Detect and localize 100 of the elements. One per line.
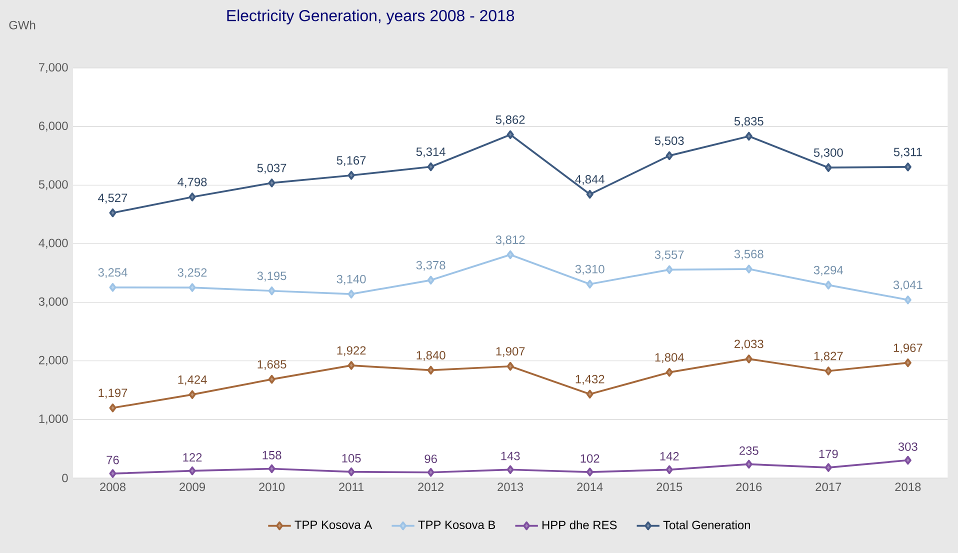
data-label: 4,844	[575, 175, 604, 185]
point	[586, 468, 594, 476]
point	[109, 208, 116, 218]
data-label: 5,037	[257, 164, 286, 174]
point	[824, 463, 832, 472]
data-label: 4,798	[178, 178, 207, 188]
y-tick-label: 1,000	[39, 414, 68, 424]
point	[506, 130, 514, 140]
data-label: 5,503	[654, 136, 684, 146]
data-label: 3,254	[98, 268, 128, 278]
point	[586, 390, 594, 399]
point	[506, 250, 514, 260]
y-tick-label: 0	[62, 474, 68, 482]
point	[427, 468, 434, 477]
data-label: 1,424	[178, 375, 207, 386]
point	[666, 265, 673, 274]
point	[268, 374, 276, 384]
y-tick-label: 2,000	[38, 356, 68, 366]
point	[586, 280, 594, 289]
point	[188, 466, 196, 476]
data-label: 122	[183, 453, 202, 462]
legend-label: HPP dhe RES	[542, 520, 617, 530]
x-tick-label: 2013	[498, 482, 524, 492]
data-label: 143	[501, 452, 520, 460]
point	[666, 465, 673, 474]
point	[109, 404, 116, 412]
data-label: 4,527	[98, 194, 128, 204]
data-label: 3,812	[496, 236, 525, 246]
data-label: 158	[262, 450, 282, 460]
data-label: 1,432	[576, 374, 604, 385]
data-label: 5,835	[734, 117, 764, 127]
y-tick-label: 7,000	[38, 63, 68, 73]
data-label: 5,311	[894, 148, 922, 158]
x-tick-label: 2014	[577, 482, 603, 492]
x-tick-label: 2009	[180, 482, 205, 492]
y-tick-label: 6,000	[38, 122, 68, 132]
point	[427, 276, 434, 285]
data-label: 3,195	[257, 272, 286, 282]
data-label: 235	[740, 446, 758, 455]
data-label: 102	[580, 454, 600, 463]
y-tick-label: 3,000	[38, 297, 68, 308]
x-tick-label: 2012	[418, 482, 444, 492]
data-label: 142	[660, 452, 679, 460]
x-tick-label: 2010	[259, 482, 285, 492]
data-label: 3,378	[416, 260, 446, 271]
legend-label: Total Generation	[663, 520, 750, 530]
x-tick-label: 2015	[656, 482, 682, 492]
point	[268, 286, 276, 296]
point	[188, 390, 196, 399]
point	[904, 296, 912, 304]
point	[824, 163, 832, 172]
point	[506, 362, 514, 371]
data-label: 3,041	[893, 280, 922, 291]
point	[745, 354, 752, 364]
point	[188, 192, 196, 202]
chart-title: Electricity Generation, years 2008 - 2018	[227, 10, 514, 24]
point	[666, 368, 673, 377]
point	[348, 170, 355, 180]
point	[109, 469, 116, 478]
point	[904, 456, 912, 465]
data-label: 1,907	[496, 347, 525, 357]
point	[348, 361, 355, 370]
data-label: 3,310	[575, 264, 604, 275]
data-label: 5,167	[336, 156, 366, 166]
point	[348, 290, 355, 298]
data-label: 1,827	[814, 352, 843, 362]
point	[506, 465, 514, 474]
y-tick-label: 5,000	[38, 180, 68, 190]
data-label: 76	[106, 456, 119, 464]
data-label: 3,568	[734, 250, 764, 260]
data-label: 3,252	[178, 268, 207, 278]
data-label: 3,557	[654, 250, 684, 260]
data-label: 303	[898, 442, 918, 451]
point	[824, 280, 832, 290]
data-label: 2,033	[734, 340, 764, 350]
data-label: 1,967	[894, 344, 922, 354]
x-tick-label: 2011	[339, 482, 364, 492]
data-label: 1,685	[258, 360, 286, 370]
point	[268, 464, 276, 474]
data-label: 96	[424, 454, 437, 464]
point	[348, 467, 355, 476]
y-axis-title: GWh	[9, 20, 36, 30]
data-label: 5,300	[814, 148, 843, 158]
point	[188, 283, 196, 292]
data-label: 105	[342, 454, 361, 463]
point	[586, 190, 594, 199]
point	[824, 366, 832, 376]
data-label: 1,840	[416, 351, 446, 361]
x-tick-label: 2017	[816, 482, 842, 492]
y-tick-label: 4,000	[38, 238, 68, 249]
point	[427, 162, 434, 172]
data-label: 3,294	[814, 266, 843, 276]
point	[109, 283, 116, 292]
x-tick-label: 2018	[895, 482, 921, 492]
point	[745, 460, 752, 469]
data-label: 1,804	[655, 353, 684, 363]
point	[427, 366, 434, 375]
data-label: 1,197	[98, 388, 128, 399]
data-label: 179	[819, 450, 838, 458]
point	[745, 264, 752, 274]
